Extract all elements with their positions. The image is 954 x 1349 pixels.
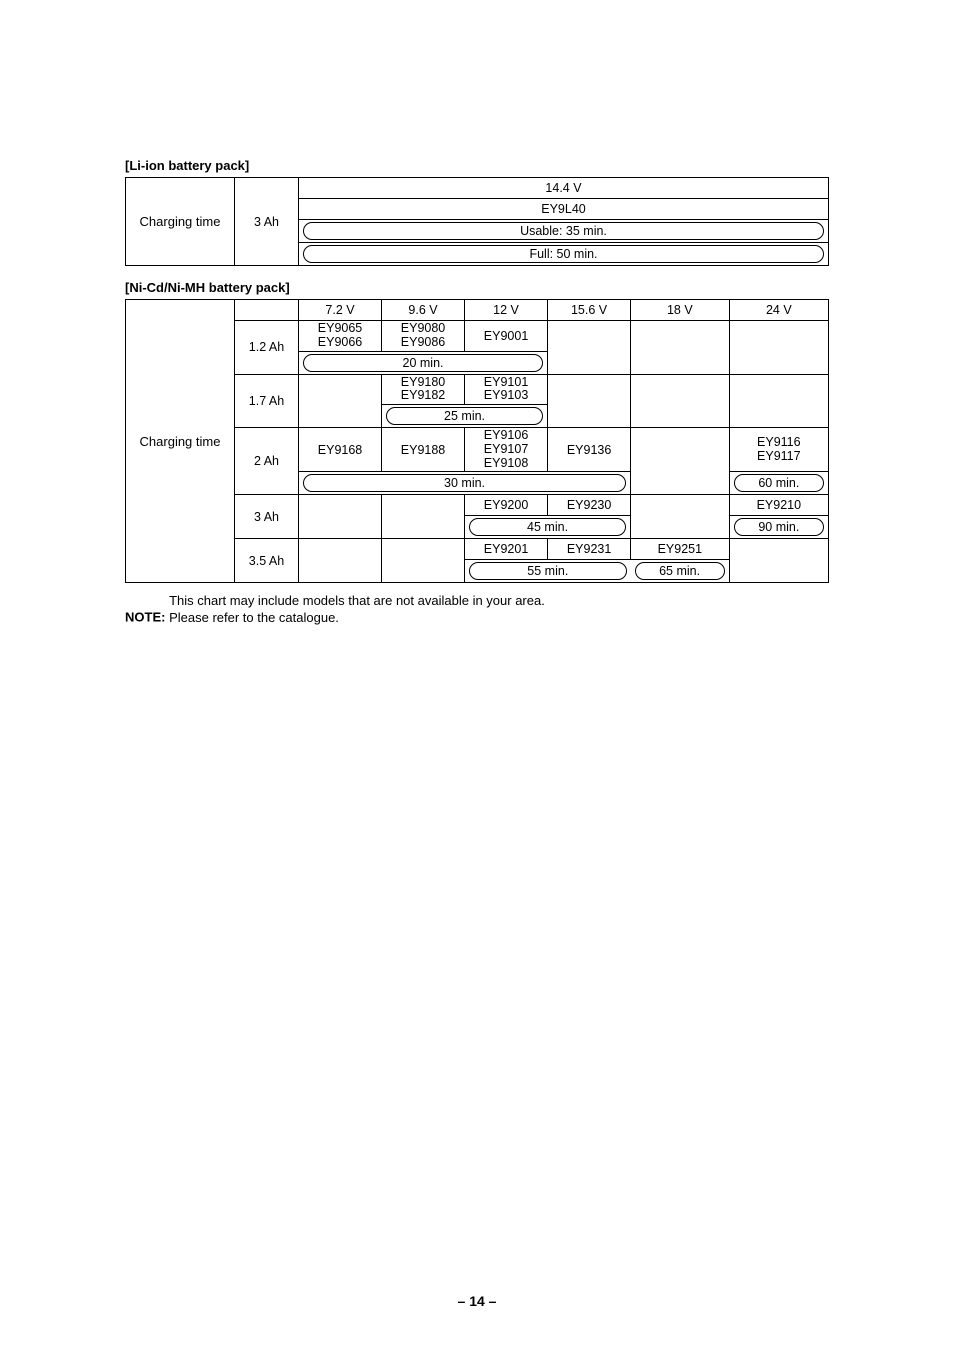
- nicd-35-156: EY9231: [548, 539, 631, 560]
- nicd-17-96: EY9180EY9182: [382, 374, 465, 405]
- nicd-3-72: [299, 495, 382, 539]
- nicd-12-cap: 1.2 Ah: [235, 321, 299, 375]
- liion-full: Full: 50 min.: [303, 245, 824, 263]
- nicd-12-156: [548, 321, 631, 375]
- nicd-17-time-cell: 25 min.: [382, 405, 548, 428]
- nicd-17-72: [299, 374, 382, 428]
- nicd-3-cap: 3 Ah: [235, 495, 299, 539]
- nicd-h-18: 18 V: [631, 300, 730, 321]
- nicd-3-12: EY9200: [465, 495, 548, 516]
- nicd-3-time: 45 min.: [469, 518, 626, 536]
- nicd-17-time: 25 min.: [386, 407, 543, 425]
- nicd-2-time: 30 min.: [303, 474, 626, 492]
- nicd-3-96: [382, 495, 465, 539]
- nicd-h-24: 24 V: [729, 300, 828, 321]
- nicd-table: Charging time 7.2 V 9.6 V 12 V 15.6 V 18…: [125, 299, 829, 583]
- nicd-12-time-cell: 20 min.: [299, 351, 548, 374]
- nicd-12-18: [631, 321, 730, 375]
- nicd-17-12: EY9101EY9103: [465, 374, 548, 405]
- liion-usable-cell: Usable: 35 min.: [299, 220, 829, 243]
- nicd-2-time24-cell: 60 min.: [729, 472, 828, 495]
- nicd-35-96: [382, 539, 465, 583]
- liion-capacity: 3 Ah: [235, 178, 299, 266]
- nicd-35-12: EY9201: [465, 539, 548, 560]
- nicd-2-time24: 60 min.: [734, 474, 824, 492]
- nicd-2-156: EY9136: [548, 428, 631, 472]
- nicd-17-156: [548, 374, 631, 428]
- nicd-35-time18: 65 min.: [635, 562, 725, 580]
- note-line2: Please refer to the catalogue.: [169, 610, 339, 625]
- nicd-35-18: EY9251: [631, 539, 730, 560]
- nicd-17-18: [631, 374, 730, 428]
- nicd-h-72: 7.2 V: [299, 300, 382, 321]
- nicd-2-18: [631, 428, 730, 495]
- liion-model: EY9L40: [299, 199, 829, 220]
- nicd-17-24: [729, 374, 828, 428]
- note: NOTE: This chart may include models that…: [125, 593, 829, 626]
- nicd-35-time: 55 min.: [469, 562, 627, 580]
- nicd-header-blank: [235, 300, 299, 321]
- note-label: NOTE:: [125, 610, 165, 625]
- nicd-12-12: EY9001: [465, 321, 548, 352]
- liion-charging-label: Charging time: [126, 178, 235, 266]
- nicd-35-72: [299, 539, 382, 583]
- nicd-2-96: EY9188: [382, 428, 465, 472]
- nicd-2-72: EY9168: [299, 428, 382, 472]
- nicd-35-cap: 3.5 Ah: [235, 539, 299, 583]
- page-number: – 14 –: [0, 1293, 954, 1309]
- nicd-35-time18-cell: 65 min.: [631, 560, 730, 583]
- nicd-h-12: 12 V: [465, 300, 548, 321]
- nicd-3-time24-cell: 90 min.: [729, 516, 828, 539]
- liion-full-cell: Full: 50 min.: [299, 243, 829, 266]
- nicd-title: [Ni-Cd/Ni-MH battery pack]: [125, 280, 829, 295]
- liion-usable: Usable: 35 min.: [303, 222, 824, 240]
- nicd-2-24: EY9116EY9117: [729, 428, 828, 472]
- note-line1: This chart may include models that are n…: [169, 593, 545, 608]
- nicd-3-156: EY9230: [548, 495, 631, 516]
- nicd-12-72: EY9065EY9066: [299, 321, 382, 352]
- nicd-2-cap: 2 Ah: [235, 428, 299, 495]
- nicd-charging-label: Charging time: [126, 300, 235, 583]
- nicd-3-18: [631, 495, 730, 539]
- nicd-3-time-cell: 45 min.: [465, 516, 631, 539]
- liion-title: [Li-ion battery pack]: [125, 158, 829, 173]
- nicd-h-96: 9.6 V: [382, 300, 465, 321]
- nicd-h-156: 15.6 V: [548, 300, 631, 321]
- nicd-12-96: EY9080EY9086: [382, 321, 465, 352]
- nicd-2-12: EY9106EY9107EY9108: [465, 428, 548, 472]
- nicd-2-time-cell: 30 min.: [299, 472, 631, 495]
- nicd-3-24: EY9210: [729, 495, 828, 516]
- nicd-35-time-cell: 55 min.: [465, 560, 631, 583]
- nicd-17-cap: 1.7 Ah: [235, 374, 299, 428]
- liion-table: Charging time 3 Ah 14.4 V EY9L40 Usable:…: [125, 177, 829, 266]
- nicd-35-24: [729, 539, 828, 583]
- nicd-12-24: [729, 321, 828, 375]
- nicd-12-time: 20 min.: [303, 354, 543, 372]
- nicd-3-time24: 90 min.: [734, 518, 824, 536]
- liion-voltage: 14.4 V: [299, 178, 829, 199]
